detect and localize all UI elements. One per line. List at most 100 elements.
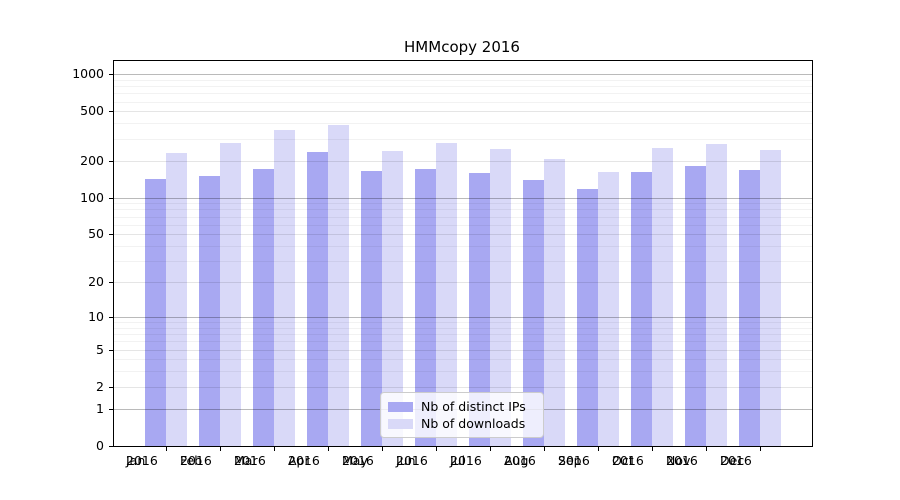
bar-sep-downloads (598, 172, 619, 446)
gridline-minor-300 (114, 138, 812, 140)
y-tick-50 (109, 234, 114, 236)
year-label: 2016 (396, 453, 428, 468)
bar-apr-downloads (328, 124, 349, 446)
legend-label-distinct-ips: Nb of distinct IPs (421, 399, 526, 414)
x-tick-may (382, 446, 383, 451)
legend-swatch-downloads (388, 418, 413, 429)
gridline-minor-400 (114, 123, 812, 125)
month-label: Apr (288, 453, 310, 468)
legend-swatch-distinct-ips (388, 401, 413, 412)
x-tick-feb (220, 446, 221, 451)
year-label: 2016 (126, 453, 158, 468)
year-label: 2016 (234, 453, 266, 468)
year-label: 2016 (450, 453, 482, 468)
x-tick-aug (544, 446, 545, 451)
y-tick-label-1: 1 (96, 400, 104, 416)
month-label: Nov (666, 453, 691, 468)
month-label: Mar (234, 453, 258, 468)
y-tick-0 (109, 446, 114, 447)
bar-jul-distinct-ips (469, 173, 490, 446)
year-label: 2016 (666, 453, 698, 468)
gridline-minor-30 (114, 261, 812, 263)
bar-jan-downloads (166, 152, 187, 446)
bar-nov-distinct-ips (685, 166, 706, 446)
bar-jun-downloads (436, 142, 457, 446)
gridline-minor-700 (114, 93, 812, 95)
gridline-minor-70 (114, 216, 812, 218)
x-tick-jan (166, 446, 167, 451)
x-tick-jun (436, 446, 437, 451)
month-label: Aug (504, 453, 529, 468)
bar-dec-downloads (760, 149, 781, 446)
month-label: Dec (720, 453, 745, 468)
y-tick-label-200: 200 (80, 152, 104, 168)
year-label: 2016 (342, 453, 374, 468)
bar-jun-distinct-ips (415, 168, 436, 446)
month-label: Oct (612, 453, 634, 468)
year-label: 2016 (288, 453, 320, 468)
year-label: 2016 (612, 453, 644, 468)
month-label: Jul (450, 453, 466, 468)
y-tick-5 (109, 349, 114, 351)
year-label: 2016 (720, 453, 752, 468)
bar-mar-distinct-ips (253, 169, 274, 446)
y-tick-label-100: 100 (80, 189, 104, 205)
gridline-200 (114, 160, 812, 162)
gridline-minor-800 (114, 86, 812, 88)
bar-aug-distinct-ips (523, 180, 544, 446)
bar-dec-distinct-ips (739, 169, 760, 446)
y-tick-2 (109, 386, 114, 388)
y-tick-label-50: 50 (88, 226, 104, 242)
x-tick-mar (274, 446, 275, 451)
gridline-minor-60 (114, 224, 812, 226)
y-tick-500 (109, 111, 114, 113)
gridline-minor-7 (114, 334, 812, 336)
bar-jul-downloads (490, 148, 511, 446)
bar-nov-downloads (706, 144, 727, 446)
bar-apr-distinct-ips (307, 151, 328, 446)
legend-item-downloads: Nb of downloads (388, 415, 536, 432)
y-tick-1 (109, 408, 114, 410)
y-tick-100 (109, 197, 114, 199)
y-tick-label-20: 20 (88, 274, 104, 290)
gridline-minor-9 (114, 322, 812, 324)
gridline-5 (114, 349, 812, 351)
gridline-10 (114, 316, 812, 318)
month-label: May (342, 453, 368, 468)
month-label: Feb (180, 453, 203, 468)
gridline-minor-80 (114, 209, 812, 211)
y-tick-10 (109, 316, 114, 318)
y-tick-label-10: 10 (88, 308, 104, 324)
plot-area: 0 1 2 5 10 20 50 100 200 500 1000 Jan 2016 Feb 2016 Mar… (72, 60, 813, 468)
year-label: 2016 (558, 453, 590, 468)
gridline-minor-4 (114, 359, 812, 361)
bar-aug-downloads (544, 158, 565, 446)
y-tick-label-500: 500 (80, 103, 104, 119)
y-tick-label-5: 5 (96, 341, 104, 357)
x-tick-jul (490, 446, 491, 451)
gridline-minor-8 (114, 327, 812, 329)
gridline-500 (114, 111, 812, 113)
gridline-100 (114, 197, 812, 199)
gridline-minor-6 (114, 341, 812, 343)
bar-may-downloads (382, 151, 403, 446)
y-tick-20 (109, 282, 114, 284)
gridline-minor-600 (114, 101, 812, 103)
x-tick-apr (328, 446, 329, 451)
month-label: Sep (558, 453, 582, 468)
gridline-minor-3 (114, 371, 812, 373)
bar-feb-distinct-ips (199, 175, 220, 446)
y-tick-label-0: 0 (96, 438, 104, 453)
gridline-20 (114, 282, 812, 284)
legend: Nb of distinct IPs Nb of downloads (380, 392, 544, 438)
gridline-minor-40 (114, 246, 812, 248)
y-tick-label-1000: 1000 (72, 66, 104, 82)
bar-mar-downloads (274, 129, 295, 446)
month-label: Jun (396, 453, 416, 468)
bar-oct-downloads (652, 148, 673, 446)
y-tick-1000 (109, 74, 114, 76)
x-tick-oct (652, 446, 653, 451)
legend-label-downloads: Nb of downloads (421, 416, 526, 431)
x-tick-sep (598, 446, 599, 451)
